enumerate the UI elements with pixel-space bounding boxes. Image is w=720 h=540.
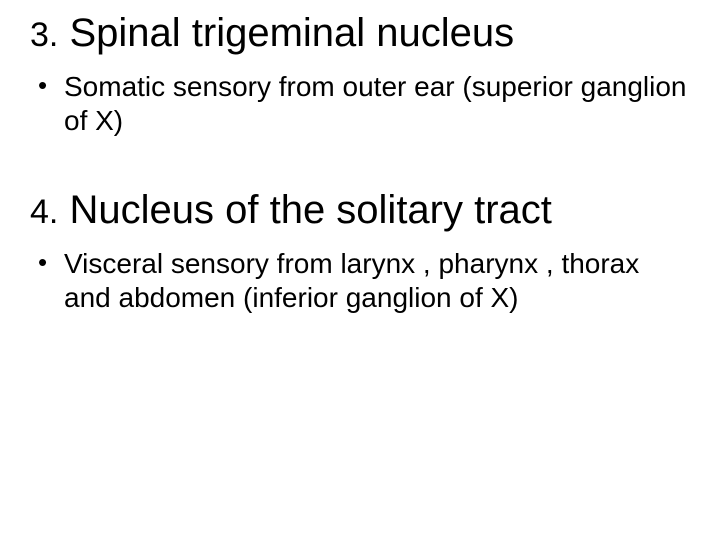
section-title: Spinal trigeminal nucleus <box>69 11 514 55</box>
bullet-item: Visceral sensory from larynx , pharynx ,… <box>36 247 690 314</box>
slide: 3. Spinal trigeminal nucleus Somatic sen… <box>0 0 720 540</box>
section-heading-3: 3. Spinal trigeminal nucleus <box>30 10 690 56</box>
section-number: 4. <box>30 193 58 231</box>
bullet-list-3: Somatic sensory from outer ear (superior… <box>30 70 690 137</box>
bullet-list-4: Visceral sensory from larynx , pharynx ,… <box>30 247 690 314</box>
section-title: Nucleus of the solitary tract <box>69 188 551 232</box>
bullet-item: Somatic sensory from outer ear (superior… <box>36 70 690 137</box>
section-heading-4: 4. Nucleus of the solitary tract <box>30 187 690 233</box>
section-number: 3. <box>30 16 58 54</box>
